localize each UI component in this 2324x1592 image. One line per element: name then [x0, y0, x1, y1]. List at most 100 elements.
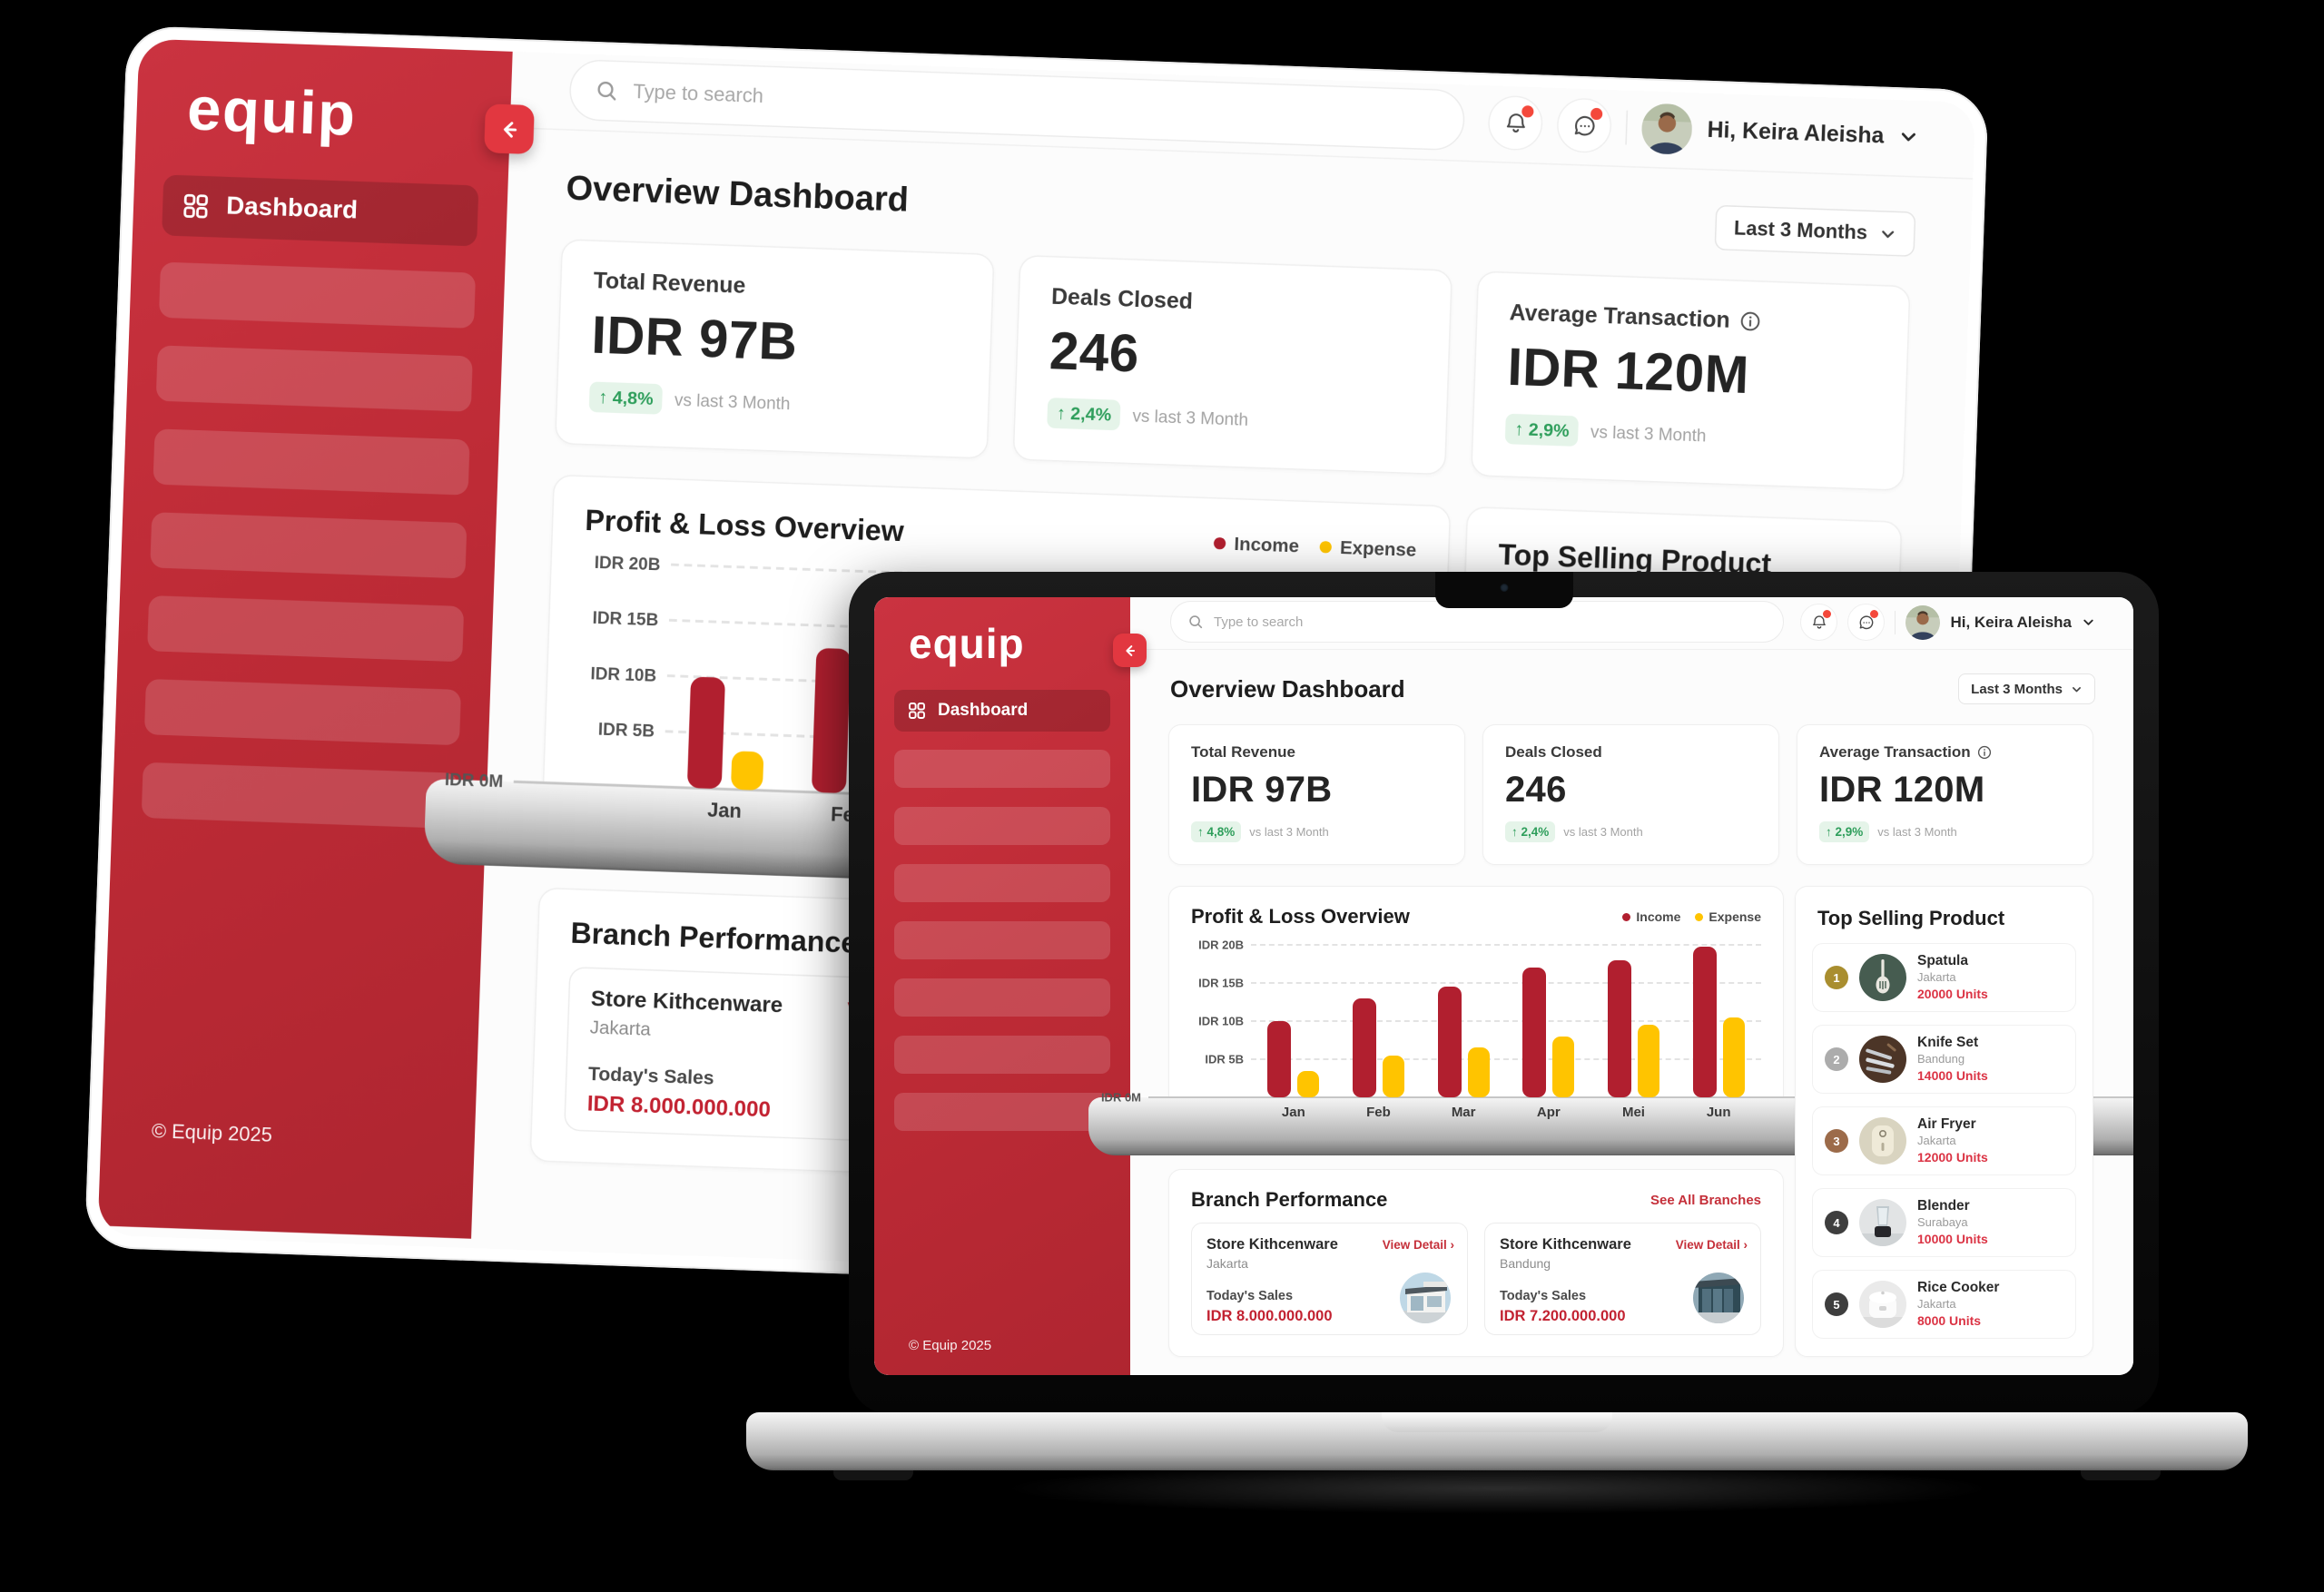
income-bar — [687, 676, 726, 790]
branch-card-bandung: Store Kithcenware Bandung View Detail › … — [1484, 1223, 1761, 1335]
branch-card-jakarta: Store Kithcenware Jakarta View Detail › … — [1191, 1223, 1468, 1335]
branch-name: Store Kithcenware — [1206, 1236, 1338, 1253]
chart-legend: Income Expense — [1214, 532, 1417, 560]
expense-bar — [731, 750, 764, 791]
product-name: Knife Set — [1917, 1035, 1979, 1051]
product-row-spatula[interactable]: 1 Spatula Jakarta 20000 Units — [1812, 943, 2076, 1012]
delta-note: vs last 3 Month — [674, 389, 791, 414]
see-all-branches-link[interactable]: See All Branches — [1650, 1192, 1761, 1208]
notification-badge — [1521, 105, 1535, 118]
product-units: 8000 Units — [1917, 1312, 1982, 1328]
income-bar — [811, 647, 852, 794]
product-units: 14000 Units — [1917, 1067, 1988, 1083]
sidebar-item-placeholder[interactable] — [150, 512, 468, 579]
sidebar-collapse-button[interactable] — [1113, 634, 1147, 667]
notifications-button[interactable] — [1800, 604, 1838, 641]
expense-bar — [1297, 1070, 1320, 1097]
stat-cards-row: Total Revenue IDR 97B ↑ 4,8% vs last 3 M… — [1168, 724, 2093, 865]
sidebar-item-placeholder[interactable] — [894, 1036, 1110, 1074]
messages-button[interactable] — [1556, 97, 1613, 154]
chevron-down-icon[interactable] — [2082, 615, 2095, 629]
product-city: Jakarta — [1917, 1296, 1956, 1311]
chevron-down-icon[interactable] — [1898, 126, 1919, 147]
period-filter-value: Last 3 Months — [1971, 681, 2063, 697]
income-legend-dot — [1214, 536, 1226, 549]
user-greeting[interactable]: Hi, Keira Aleisha — [1707, 116, 1885, 148]
product-row-rice-cooker[interactable]: 5 Rice Cooker Jakarta 8000 Units — [1812, 1270, 2076, 1339]
stat-value: 246 — [1505, 770, 1567, 810]
period-filter-dropdown[interactable]: Last 3 Months — [1714, 204, 1916, 258]
period-filter-value: Last 3 Months — [1733, 216, 1868, 244]
month-label: Jun — [1706, 1105, 1731, 1120]
search-input[interactable]: Type to search — [568, 58, 1466, 152]
sidebar-item-placeholder[interactable] — [153, 428, 470, 496]
stat-value: IDR 120M — [1506, 338, 1750, 405]
sidebar-item-placeholder[interactable] — [155, 345, 473, 412]
sidebar-item-label: Dashboard — [225, 192, 359, 225]
sidebar-collapse-button[interactable] — [484, 103, 535, 155]
delta-badge: ↑ 2,4% — [1505, 821, 1556, 842]
stat-card-average-transaction: Average Transaction IDR 120M ↑ 2,9% vs l… — [1797, 724, 2093, 865]
user-greeting[interactable]: Hi, Keira Aleisha — [1950, 613, 2072, 631]
sidebar-item-placeholder[interactable] — [147, 595, 465, 663]
divider — [1895, 610, 1896, 634]
period-filter-dropdown[interactable]: Last 3 Months — [1958, 673, 2095, 704]
sales-value: IDR 7.200.000.000 — [1500, 1308, 1626, 1324]
topbar-actions: Hi, Keira Aleisha — [1800, 604, 2095, 641]
sidebar-item-dashboard[interactable]: Dashboard — [162, 174, 479, 247]
sidebar-item-dashboard[interactable]: Dashboard — [894, 690, 1110, 732]
sidebar-item-placeholder[interactable] — [894, 864, 1110, 902]
view-detail-link[interactable]: View Detail › — [1675, 1238, 1748, 1252]
messages-button[interactable] — [1847, 604, 1886, 641]
user-avatar[interactable] — [1905, 604, 1941, 640]
sidebar-item-placeholder[interactable] — [894, 807, 1110, 845]
panel-title: Profit & Loss Overview — [584, 503, 905, 548]
delta-note: vs last 3 Month — [1249, 825, 1329, 839]
month-label: Mei — [1621, 1105, 1645, 1120]
expense-legend-dot — [1320, 540, 1333, 553]
sidebar-item-placeholder[interactable] — [141, 762, 458, 830]
sidebar-item-label: Dashboard — [938, 701, 1029, 720]
sidebar-item-placeholder[interactable] — [894, 750, 1110, 788]
notifications-button[interactable] — [1487, 94, 1544, 152]
product-row-air-fryer[interactable]: 3 Air Fryer Jakarta 12000 Units — [1812, 1106, 2076, 1175]
product-row-blender[interactable]: 4 Blender Surabaya 10000 Units — [1812, 1188, 2076, 1257]
dashboard-grid-icon — [908, 702, 926, 720]
expense-bar — [1552, 1036, 1575, 1097]
month-label: Jan — [1281, 1105, 1305, 1120]
top-selling-panel: Top Selling Product 1 Spatula Jakarta 20… — [1795, 886, 2093, 1357]
info-circle-icon[interactable] — [1977, 745, 1992, 760]
divider — [1626, 109, 1629, 144]
product-units: 12000 Units — [1917, 1149, 1988, 1165]
product-row-knife-set[interactable]: 2 Knife Set Bandung 14000 Units — [1812, 1025, 2076, 1094]
panel-title: Top Selling Product — [1817, 907, 2005, 929]
sidebar-item-placeholder[interactable] — [143, 678, 462, 746]
income-bar — [1352, 997, 1376, 1097]
front-laptop-screen: equip Dashboard © Equip 2025 — [874, 597, 2133, 1375]
product-name: Blender — [1917, 1198, 1970, 1214]
equip-logo: equip — [909, 620, 1025, 667]
sidebar-item-placeholder[interactable] — [894, 978, 1110, 1017]
user-avatar[interactable] — [1641, 102, 1694, 155]
expense-legend-dot — [1695, 912, 1704, 921]
stat-cards-row: Total Revenue IDR 97B ↑ 4,8% vs last 3 M… — [554, 239, 1911, 492]
expense-bar — [1467, 1047, 1490, 1097]
webcam-icon — [1500, 584, 1508, 592]
info-circle-icon[interactable] — [1738, 310, 1760, 332]
copyright-text: © Equip 2025 — [909, 1338, 992, 1353]
message-badge — [1590, 107, 1604, 121]
stat-value: 246 — [1048, 321, 1140, 384]
chevron-down-icon — [2071, 683, 2083, 695]
product-city: Jakarta — [1917, 1133, 1956, 1147]
sidebar-item-placeholder[interactable] — [158, 261, 477, 329]
sidebar-item-placeholder[interactable] — [894, 1093, 1110, 1131]
spatula-photo — [1859, 954, 1906, 1001]
income-legend-dot — [1622, 912, 1631, 921]
branch-name: Store Kithcenware — [1500, 1236, 1631, 1253]
view-detail-link[interactable]: View Detail › — [1382, 1238, 1454, 1252]
sales-label: Today's Sales — [1500, 1289, 1587, 1303]
sidebar-item-placeholder[interactable] — [894, 921, 1110, 959]
laptop-base — [746, 1412, 2248, 1480]
